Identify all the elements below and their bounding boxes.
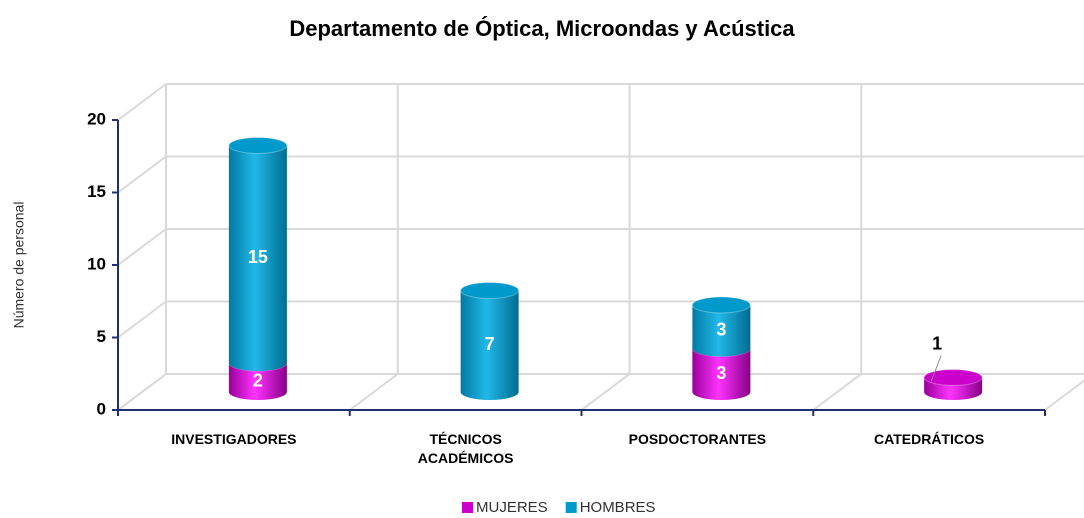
grid-line-side — [117, 83, 167, 121]
floor-line — [349, 373, 399, 411]
floor-line — [1044, 379, 1084, 411]
grid-line-side — [117, 155, 167, 194]
grid-line-side — [117, 300, 167, 339]
data-label: 3 — [716, 363, 726, 383]
bar-top — [460, 282, 520, 299]
x-tick-label: INVESTIGADORES — [171, 431, 297, 447]
legend-swatch — [565, 502, 577, 513]
x-tick-label: CATEDRÁTICOS — [874, 431, 985, 447]
bar — [460, 290, 519, 400]
bar — [692, 305, 751, 357]
floor-line — [580, 373, 631, 411]
y-tick-label: 5 — [97, 327, 106, 346]
chart-title: Departamento de Óptica, Microondas y Acú… — [289, 16, 795, 41]
y-tick-label: 0 — [97, 399, 106, 418]
label-leader — [930, 355, 942, 382]
y-tick-label: 15 — [87, 182, 106, 201]
bar — [228, 145, 287, 371]
data-label: 7 — [485, 334, 495, 354]
x-tick-label: TÉCNICOS ACADÉMICOS — [417, 431, 514, 466]
bar-top — [923, 369, 983, 386]
data-label: 2 — [253, 370, 263, 390]
x-tick-label: POSDOCTORANTES — [628, 431, 767, 447]
data-label: 15 — [248, 247, 268, 267]
bar-top — [691, 296, 751, 314]
grid-line-side — [117, 373, 167, 411]
y-tick-label: 20 — [87, 109, 106, 128]
floor-line — [812, 373, 862, 411]
bar — [692, 348, 751, 400]
data-label: 3 — [716, 320, 726, 340]
bar — [228, 363, 287, 400]
grid-line-side — [117, 228, 167, 266]
legend-swatch — [462, 502, 473, 513]
y-tick-label: 10 — [87, 254, 106, 273]
legend-label: MUJERES — [476, 499, 548, 516]
legend-label: HOMBRES — [580, 499, 656, 516]
data-label: 1 — [932, 333, 942, 353]
bar-top — [228, 137, 288, 154]
y-axis-label: Número de personal — [11, 202, 27, 329]
